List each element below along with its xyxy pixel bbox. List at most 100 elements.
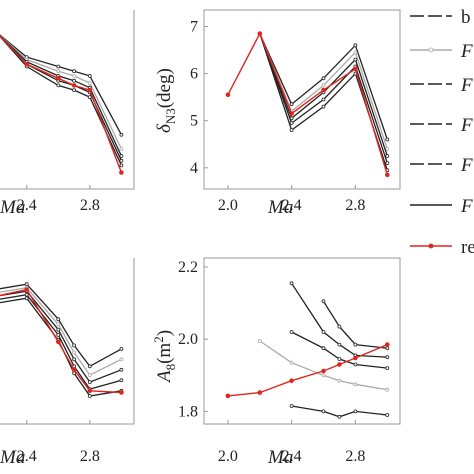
x-tick-label: 2.8 [80,448,100,465]
data-point [119,390,124,395]
data-point [353,43,358,48]
series-line-2 [0,34,122,157]
data-point [385,413,390,417]
data-point [225,393,231,399]
ylabel-symbol: A [154,370,175,384]
series-line-5 [227,31,388,176]
data-point [87,81,92,85]
data-point [72,88,76,92]
data-point [353,362,358,367]
data-point [72,78,76,83]
x-tick-label: 2.8 [345,197,365,214]
data-point [119,346,124,351]
data-point [353,342,358,347]
bottom-right-ylabel: A8(m2) [151,330,178,384]
data-point [87,95,92,99]
data-point [289,378,294,384]
series-line-1 [0,34,122,150]
data-point [353,50,358,55]
ylabel-close: ) [154,330,175,336]
data-point [257,390,263,395]
series-line-3 [0,293,122,390]
data-point [56,83,61,88]
data-point [289,404,294,408]
data-point [55,339,61,345]
data-point [289,102,294,107]
plot-area-bottom-left [0,282,124,398]
tick-layer: 2.4 2.8 2.0 2.4 2.8 4 5 6 7 2.4 2.8 2.0 2.4 2.8 1.8 2.0… [17,18,366,465]
data-point [87,388,93,394]
data-point [71,83,77,88]
data-point [55,76,61,81]
y-tick-label: 2.2 [178,259,198,276]
data-point [384,172,390,178]
series-line-0 [0,34,122,136]
data-point [119,163,124,168]
data-point [87,373,92,378]
data-point [119,170,124,175]
data-point [72,69,76,74]
data-point [385,154,390,158]
data-point [119,378,124,383]
plot-area-top-left [0,34,124,175]
data-point [337,357,342,361]
series-line-1 [259,340,388,391]
data-point [385,147,390,151]
ylabel-subscript: N3 [163,108,178,124]
ylabel-unit: (m [154,343,175,364]
data-point [87,364,92,369]
legend-marker [428,243,434,249]
x-tick-label: 2.8 [80,197,100,214]
legend-label: F [460,41,473,62]
data-point [56,64,61,69]
y-tick-label: 4 [190,160,198,177]
data-point [321,83,326,88]
data-point [87,380,92,385]
data-point [225,92,231,98]
x-tick-label: 2.0 [218,197,238,214]
legend-label: F [460,75,473,96]
ylabel-superscript: 2 [151,336,166,343]
legend-label: F [460,115,473,136]
legend-label: re [461,237,474,258]
panel-bottom-right-frame [203,257,401,425]
bottom-left-xlabel: Ma [0,447,25,468]
legend-label: F [460,196,473,217]
y-tick-label: 2.0 [178,331,198,348]
data-point [385,137,390,142]
top-left-xlabel: Ma [0,197,25,218]
data-point [321,299,326,304]
data-point [24,61,30,67]
x-tick-label: 2.4 [17,197,37,214]
panel-top-right-frame [203,9,401,190]
data-point [353,355,358,361]
data-point [385,366,390,371]
data-point [56,317,61,322]
y-tick-label: 5 [190,113,198,130]
data-point [321,373,326,378]
series-line-5 [227,343,388,397]
plot-area-top-right [225,31,390,178]
data-point [337,342,342,347]
data-point [24,282,29,287]
data-point [257,339,262,343]
data-point [289,128,294,133]
data-point [337,324,342,329]
data-point [321,346,326,351]
data-point [321,409,326,414]
panel-top-left-frame [0,10,135,190]
top-right-xlabel: Ma [267,197,293,218]
data-point [87,87,93,93]
data-point [321,76,326,81]
data-point [353,57,358,62]
panel-bottom-left-frame [0,258,135,425]
data-point [385,387,390,392]
data-point [321,368,326,374]
series-line-5 [0,35,123,173]
series-layer [0,31,390,419]
data-point [119,132,124,137]
y-tick-label: 1.8 [178,403,198,420]
data-point [289,111,294,116]
series-line-4 [0,35,122,166]
